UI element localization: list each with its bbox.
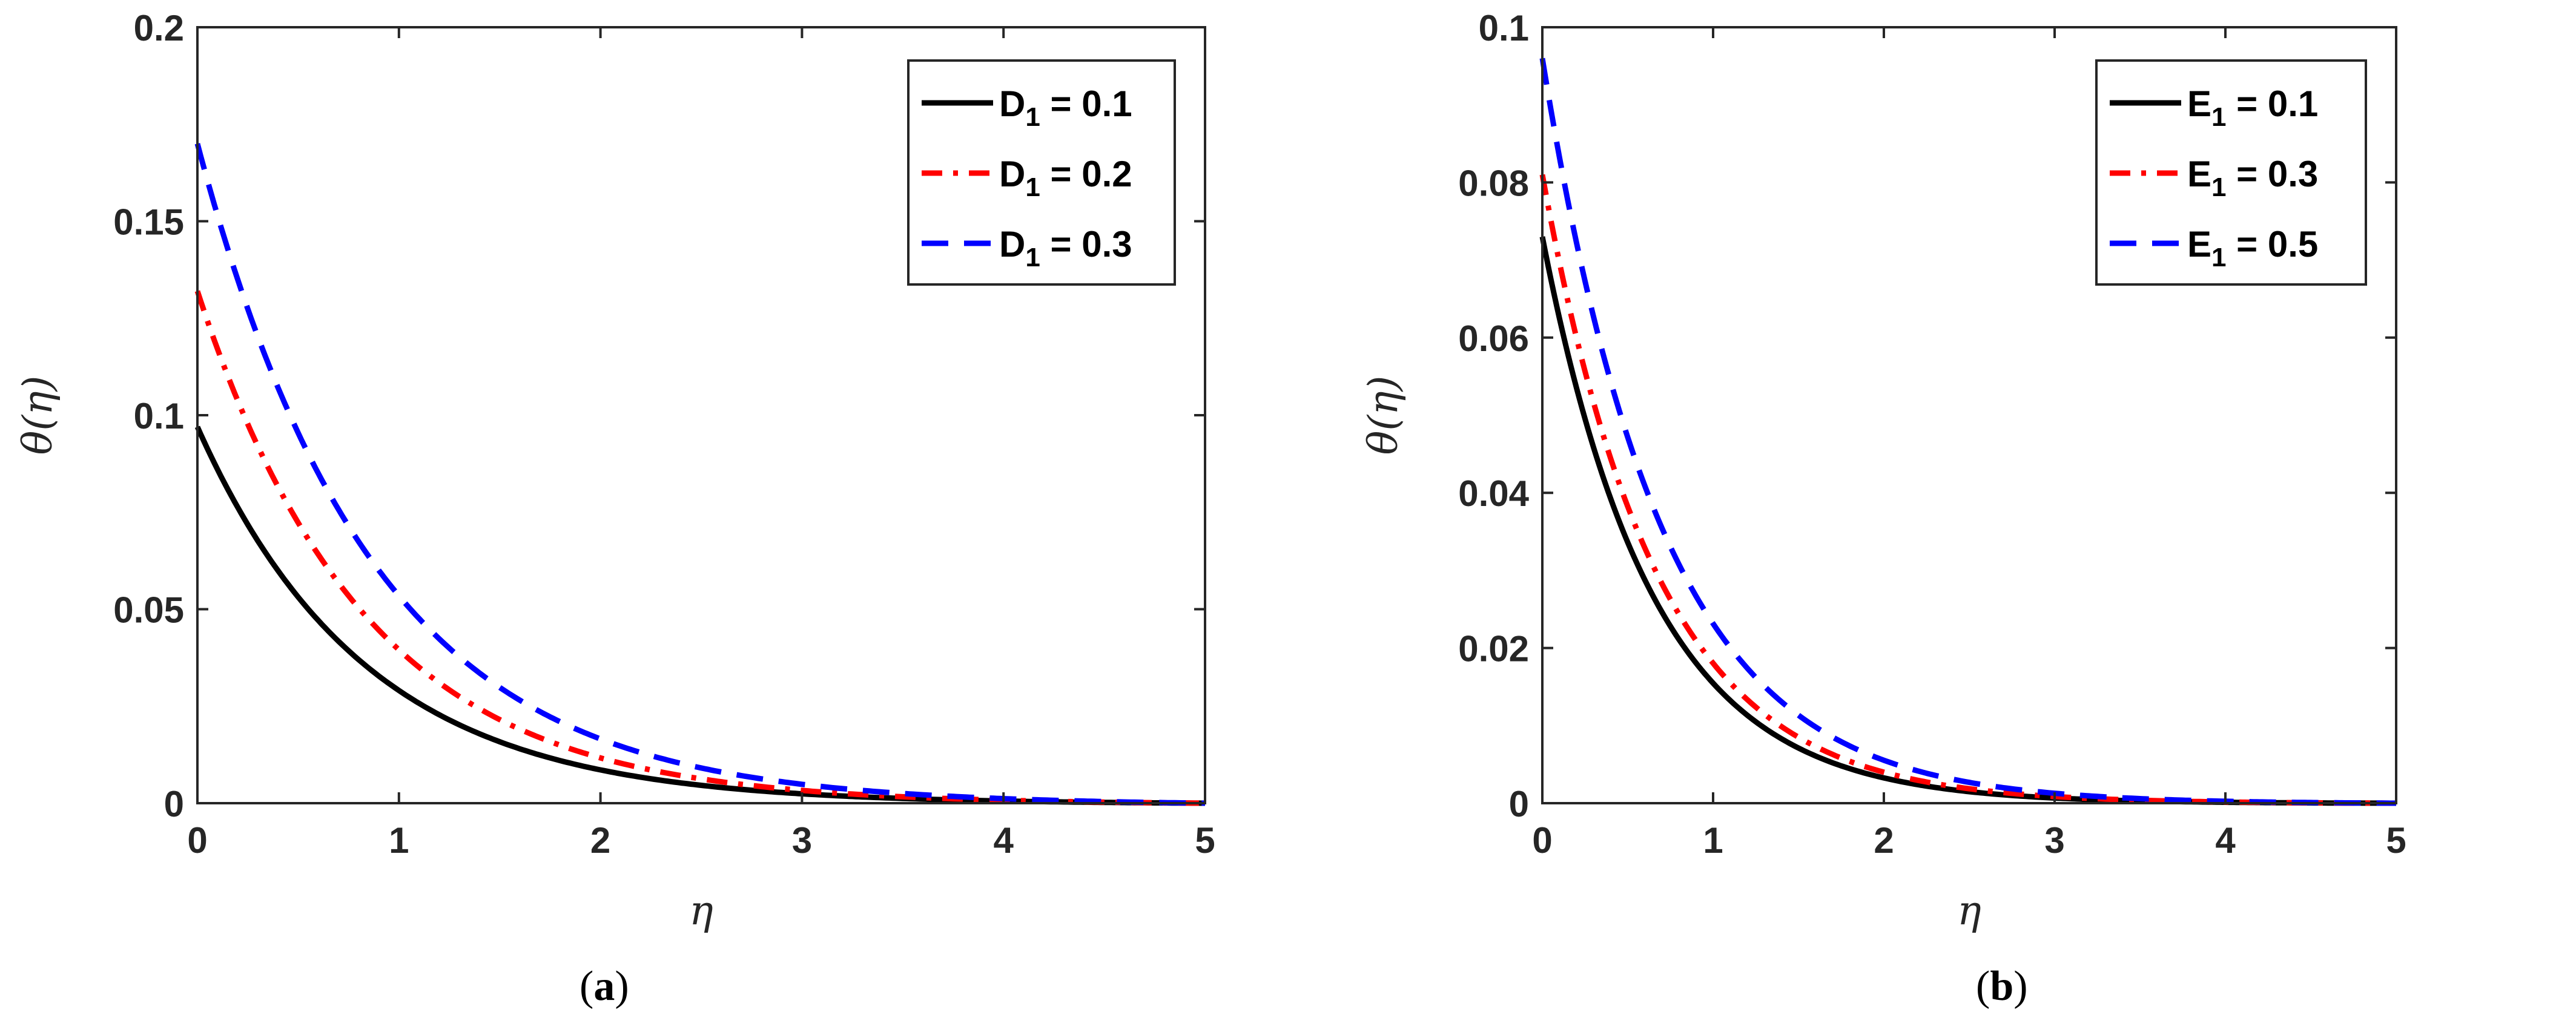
y-tick-label: 0.04	[1458, 473, 1529, 514]
panel-caption-a: (a)	[580, 963, 629, 1010]
x-tick-label: 4	[994, 820, 1014, 861]
legend-box	[907, 59, 1176, 286]
x-tick-label: 1	[1703, 820, 1723, 861]
y-tick-label: 0.1	[1479, 8, 1529, 48]
y-tick-label: 0.05	[113, 590, 184, 631]
x-tick-label: 2	[590, 820, 610, 861]
chart-panel-b: 0 1 2 3 4 5 0 0.02 0.04 0.06 0.08 0.1 η θ(η) E1 = 0.1 E…	[1288, 0, 2576, 1012]
series-line-3	[1539, 58, 2396, 806]
legend-label-3: E1 = 0.5	[2187, 224, 2318, 272]
y-tick-label: 0.06	[1458, 318, 1529, 359]
x-tick-label: 2	[1874, 820, 1894, 861]
chart-a-svg: 0 1 2 3 4 5 0 0.05 0.1 0.15 0.2 η θ(η) D1 = 0.1 D1 = 0…	[15, 8, 1215, 934]
y-tick-label: 0.02	[1458, 629, 1529, 669]
x-axis-label: η	[1957, 887, 1981, 934]
x-tick-label: 3	[2044, 820, 2064, 861]
x-tick-label: 0	[1532, 820, 1552, 861]
chart-panel-a: 0 1 2 3 4 5 0 0.05 0.1 0.15 0.2 η θ(η) D1 = 0.1 D1 = 0…	[15, 8, 1215, 1010]
y-tick-label: 0.08	[1458, 163, 1529, 203]
panel-caption-b: (b)	[1976, 963, 2028, 1010]
legend-label-2: D1 = 0.2	[999, 154, 1132, 202]
legend-label-2: E1 = 0.3	[2187, 154, 2318, 202]
legend-label-3: D1 = 0.3	[999, 224, 1132, 272]
y-axis-label: θ(η)	[1360, 376, 1407, 455]
x-tick-label: 5	[1195, 820, 1215, 861]
y-tick-label: 0	[1509, 784, 1529, 824]
x-tick-label: 3	[792, 820, 812, 861]
x-tick-label: 4	[2215, 820, 2236, 861]
x-tick-label: 1	[389, 820, 409, 861]
legend-label-1: E1 = 0.1	[2187, 84, 2318, 132]
series-line-3	[194, 143, 1206, 806]
x-tick-label: 5	[2386, 820, 2406, 861]
y-tick-label: 0.1	[134, 396, 184, 436]
y-tick-label: 0	[164, 784, 184, 824]
axes-box	[1541, 26, 2397, 804]
x-tick-label: 0	[187, 820, 207, 861]
x-axis-label: η	[689, 887, 713, 934]
chart-b-svg: 0 1 2 3 4 5 0 0.02 0.04 0.06 0.08 0.1 η θ(η) E1 = 0.1 E…	[1360, 8, 2406, 934]
y-axis-label: θ(η)	[15, 376, 61, 455]
y-tick-label: 0.15	[113, 202, 184, 243]
y-tick-label: 0.2	[134, 8, 184, 48]
legend-label-1: D1 = 0.1	[999, 84, 1132, 132]
